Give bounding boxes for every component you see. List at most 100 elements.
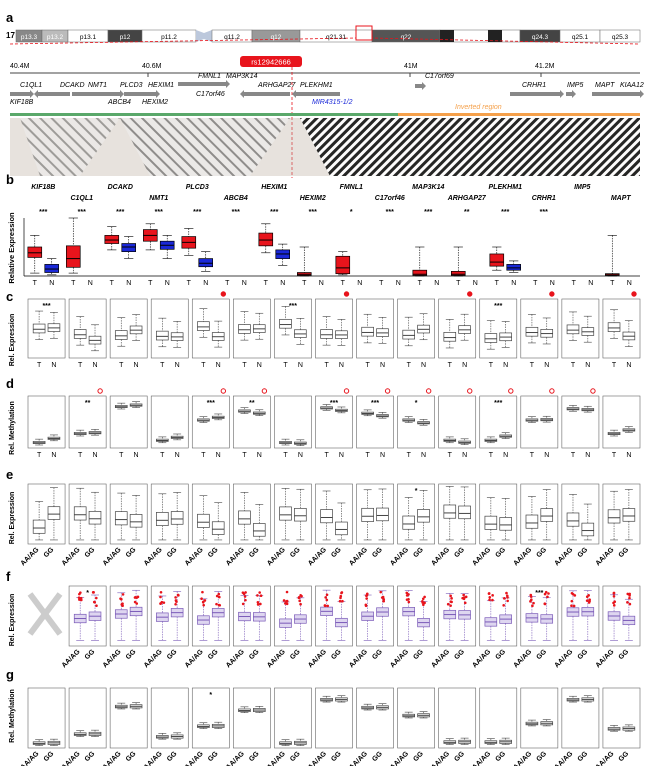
box-body	[88, 510, 102, 525]
outlier-dot	[628, 592, 631, 596]
genotype-axis-label: GG	[248, 750, 261, 763]
panel-b-gene-label: FMNL1	[340, 184, 363, 191]
genotype-axis-label: AA/AG	[225, 648, 246, 669]
tumor-axis-label: T	[33, 280, 38, 287]
significance-marker-icon	[467, 291, 473, 297]
normal-axis-label: N	[380, 362, 385, 369]
panel-b-gene-label: ABCB4	[223, 195, 248, 202]
subplot-frame	[68, 298, 107, 359]
outlier-dot	[543, 602, 547, 606]
tumor-axis-label: T	[572, 280, 577, 287]
normal-axis-label: N	[550, 280, 555, 287]
box-body	[361, 507, 374, 522]
tumor-axis-label: T	[119, 362, 124, 369]
panel-b-gene-label: C17orf46	[375, 195, 405, 202]
significance-mark: ***	[232, 209, 240, 216]
outlier-dot	[174, 599, 178, 602]
tumor-axis-label: T	[341, 280, 346, 287]
subplot-frame	[479, 298, 518, 359]
box-body	[32, 519, 46, 534]
panel-b-gene-label: IMP5	[574, 184, 590, 191]
outlier-dot	[121, 593, 125, 596]
box-body	[156, 512, 169, 526]
genotype-axis-label: GG	[618, 750, 631, 763]
subplot-frame	[356, 395, 394, 449]
genotype-axis-label: GG	[330, 546, 343, 559]
genotype-axis-label: AA/AG	[348, 648, 369, 669]
tumor-axis-label: T	[495, 280, 500, 287]
outlier-dot	[215, 602, 218, 606]
box-body	[540, 508, 554, 522]
tumor-axis-label: T	[456, 280, 461, 287]
box-body	[484, 515, 498, 530]
genotype-axis-label: GG	[412, 648, 425, 661]
gene-body	[72, 92, 120, 96]
tumor-axis-label: T	[324, 362, 329, 369]
box-body	[238, 510, 251, 525]
box-body	[320, 509, 333, 524]
outlier-dot	[256, 600, 260, 604]
normal-axis-label: N	[88, 280, 93, 287]
outlier-dot	[298, 599, 301, 603]
genotype-axis-label: AA/AG	[389, 546, 410, 567]
outlier-dot	[529, 593, 533, 597]
chromosome-band	[599, 29, 641, 43]
outlier-dot	[174, 602, 177, 606]
outlier-dot	[450, 597, 453, 600]
panel-b-gene-label: HEXIM2	[300, 195, 326, 202]
subplot-frame	[315, 687, 353, 749]
gene-body	[510, 92, 560, 96]
tumor-axis-label: T	[533, 280, 538, 287]
box-body	[402, 329, 416, 340]
outlier-dot	[162, 601, 166, 604]
outlier-dot	[323, 604, 327, 608]
normal-axis-label: N	[49, 280, 54, 287]
subplot-frame	[315, 395, 353, 449]
band-label: p13.1	[80, 34, 97, 41]
significance-mark: **	[249, 400, 255, 407]
normal-axis-label: N	[421, 452, 426, 459]
genotype-axis-label: AA/AG	[307, 648, 328, 669]
outlier-dot	[572, 604, 576, 608]
outlier-dot	[544, 590, 548, 594]
panel-e-ylabel: Rel. Expression	[9, 492, 16, 545]
box-body	[566, 324, 580, 335]
normal-axis-label: N	[626, 452, 631, 459]
panel-c-ylabel: Rel. Expression	[9, 314, 16, 367]
gene-body	[244, 92, 290, 96]
missing-data-cross-icon	[27, 592, 63, 636]
subplot-frame	[191, 687, 230, 749]
significance-mark: ***	[371, 400, 379, 407]
genotype-axis-label: GG	[618, 546, 631, 559]
outlier-dot	[282, 599, 286, 602]
normal-axis-label: N	[257, 362, 262, 369]
tumor-axis-label: T	[571, 362, 576, 369]
outlier-dot	[422, 603, 425, 606]
normal-axis-label: N	[462, 452, 467, 459]
significance-mark: **	[85, 400, 91, 407]
genotype-axis-label: GG	[453, 648, 466, 661]
box-body	[279, 506, 292, 521]
normal-axis-label: N	[298, 362, 303, 369]
outlier-dot	[626, 592, 630, 596]
chromosome-band	[488, 30, 502, 42]
box-body	[484, 333, 498, 343]
tumor-axis-label: T	[119, 452, 124, 459]
normal-axis-label: N	[134, 452, 139, 459]
genotype-axis-label: GG	[494, 648, 507, 661]
normal-axis-label: N	[339, 362, 344, 369]
panel-d-ylabel: Rel. Methylation	[9, 401, 16, 455]
gene-body	[566, 92, 572, 96]
outlier-dot	[487, 592, 491, 595]
subplot-frame	[356, 687, 394, 749]
normal-axis-label: N	[126, 280, 131, 287]
normal-axis-label: N	[585, 362, 590, 369]
normal-axis-label: N	[434, 280, 439, 287]
band-label: q24.3	[532, 34, 549, 41]
gene-label-c1ql1: C1QL1	[20, 82, 42, 89]
panel-g-ylabel: Rel. Methylation	[9, 689, 16, 743]
genotype-axis-label: GG	[536, 546, 549, 559]
outlier-dot	[626, 601, 629, 604]
genotype-axis-label: AA/AG	[266, 750, 287, 766]
